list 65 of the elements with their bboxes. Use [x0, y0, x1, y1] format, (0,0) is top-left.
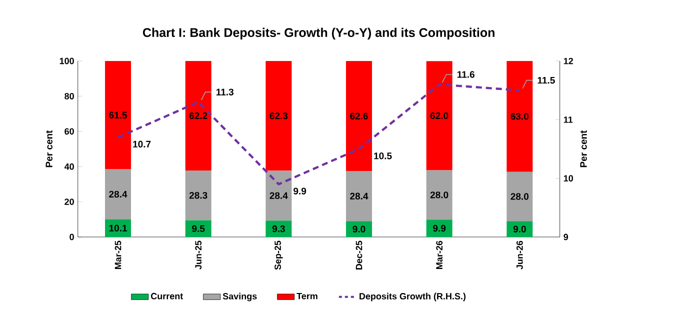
- bar: [346, 221, 372, 237]
- y2-tick-label: 10: [564, 175, 573, 182]
- bar: [426, 220, 452, 237]
- data-label: 9.3: [272, 225, 285, 232]
- data-label: 10.1: [109, 224, 127, 232]
- bar: [426, 61, 452, 170]
- data-label: 11.5: [538, 77, 555, 84]
- bar: [105, 169, 132, 220]
- y-tick-label: 40: [64, 163, 74, 170]
- data-label: 9.9: [433, 224, 446, 232]
- bar: [426, 170, 452, 220]
- x-tick-label: Sep-25: [274, 240, 283, 270]
- legend-label: Term: [296, 292, 318, 300]
- data-label: 28.4: [109, 190, 128, 198]
- data-label: 11.3: [216, 88, 234, 96]
- legend-label: Deposits Growth (R.H.S.): [360, 292, 466, 302]
- y-tick-label: 20: [64, 198, 74, 205]
- legend-label: Current: [150, 292, 183, 300]
- x-tick-label: Mar-26: [436, 240, 443, 269]
- data-label: 11.6: [457, 71, 474, 78]
- bar: [185, 170, 212, 220]
- data-label: 28.4: [350, 192, 368, 200]
- data-label: 63.0: [510, 113, 529, 120]
- data-label: 62.0: [430, 112, 448, 120]
- y2-tick-label: 12: [564, 58, 573, 64]
- bar: [266, 170, 292, 221]
- x-tick-label: Mar-25: [114, 240, 122, 269]
- bar: [266, 220, 292, 237]
- bar: [346, 61, 372, 172]
- data-label: 9.5: [192, 225, 205, 232]
- data-label: 9.0: [352, 226, 366, 232]
- y-tick-label: 60: [64, 128, 74, 135]
- y2-tick-label: 9: [564, 234, 568, 240]
- bar: [506, 61, 533, 172]
- y-tick-label: 0: [70, 234, 74, 240]
- y-tick-label: 100: [60, 58, 74, 64]
- bar: [506, 221, 533, 237]
- data-label: 62.3: [270, 112, 288, 120]
- data-label: 28.4: [270, 192, 288, 199]
- data-label: 10.7: [133, 140, 151, 148]
- bar: [105, 219, 132, 237]
- x-tick-label: Jun-26: [516, 240, 523, 270]
- legend-label: Savings: [222, 292, 257, 302]
- y2-axis-title: Per cent: [580, 130, 587, 168]
- data-label: 28.0: [430, 192, 448, 198]
- data-label: 28.0: [510, 193, 529, 200]
- bar: [346, 171, 372, 222]
- data-label: 61.5: [109, 112, 127, 118]
- y-tick-label: 80: [64, 93, 74, 100]
- bar: [105, 61, 132, 170]
- data-label: 10.5: [374, 152, 392, 160]
- chart-title: Chart I: Bank Deposits- Growth (Y-o-Y) and its Composition: [142, 28, 494, 40]
- data-label: 9.9: [294, 188, 306, 194]
- bar: [185, 220, 212, 237]
- bar: [506, 172, 533, 222]
- x-tick-label: Jun-25: [195, 240, 202, 270]
- data-label: 62.2: [189, 112, 208, 120]
- bar: [185, 61, 212, 170]
- x-tick-label: Dec-25: [356, 240, 362, 270]
- bar: [266, 61, 292, 171]
- data-label: 9.0: [513, 226, 526, 232]
- data-label: 62.6: [350, 112, 368, 120]
- data-label: 28.3: [189, 192, 208, 199]
- y-axis-title: Per cent: [46, 130, 52, 168]
- y2-tick-label: 11: [564, 116, 573, 123]
